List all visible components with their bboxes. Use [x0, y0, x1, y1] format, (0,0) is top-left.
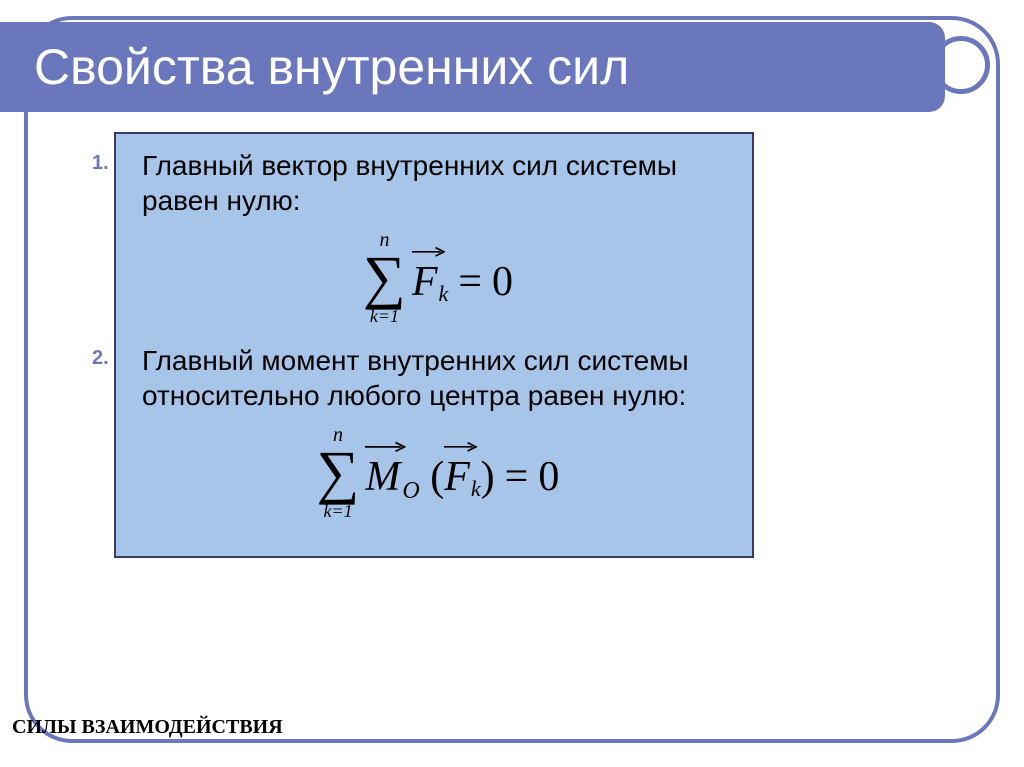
sigma-icon: n ∑ k=1 [363, 230, 406, 325]
points-list: Главный вектор внутренних сил системы ра… [134, 148, 734, 520]
vec-M-sym: M [365, 454, 400, 500]
sigma-icon: n ∑ k=1 [317, 425, 360, 520]
sub-O: O [402, 479, 419, 503]
vector-arrow-icon [365, 440, 408, 452]
vec-F-arg-sym: F [444, 454, 470, 500]
sum-lower-1: k=1 [370, 307, 399, 325]
point-1-formula: n ∑ k=1 F k = 0 [142, 230, 734, 325]
slide-header: Свойства внутренних сил [0, 22, 945, 112]
sub-k-2: k [471, 478, 481, 500]
point-1: Главный вектор внутренних сил системы ра… [134, 148, 734, 325]
vector-arrow-icon [444, 440, 478, 452]
vector-arrow-icon [412, 245, 446, 257]
sub-k-1: k [438, 283, 448, 305]
formula-1-body: F k = 0 [412, 253, 513, 303]
point-2-formula: n ∑ k=1 M O ( [142, 425, 734, 520]
content-box: Главный вектор внутренних сил системы ра… [114, 132, 754, 558]
sum-lower-2: k=1 [323, 502, 352, 520]
vec-F-sym: F [412, 259, 438, 305]
footer-text: СИЛЫ ВЗАИМОДЕЙСТВИЯ [12, 716, 283, 739]
rhs-1: 0 [492, 261, 513, 303]
vector-F-arg: F [444, 448, 470, 498]
point-2: Главный момент внутренних сил системы от… [134, 343, 734, 520]
slide-title: Свойства внутренних сил [34, 38, 629, 96]
formula-2-body: M O ( F k ) = 0 [365, 448, 559, 498]
rhs-2: 0 [538, 456, 559, 498]
vector-M: M [365, 448, 400, 498]
point-2-text: Главный момент внутренних сил системы от… [142, 343, 734, 413]
slide: Свойства внутренних сил Главный вектор в… [0, 0, 1024, 767]
vector-F: F [412, 253, 438, 303]
point-1-text: Главный вектор внутренних сил системы ра… [142, 148, 734, 218]
